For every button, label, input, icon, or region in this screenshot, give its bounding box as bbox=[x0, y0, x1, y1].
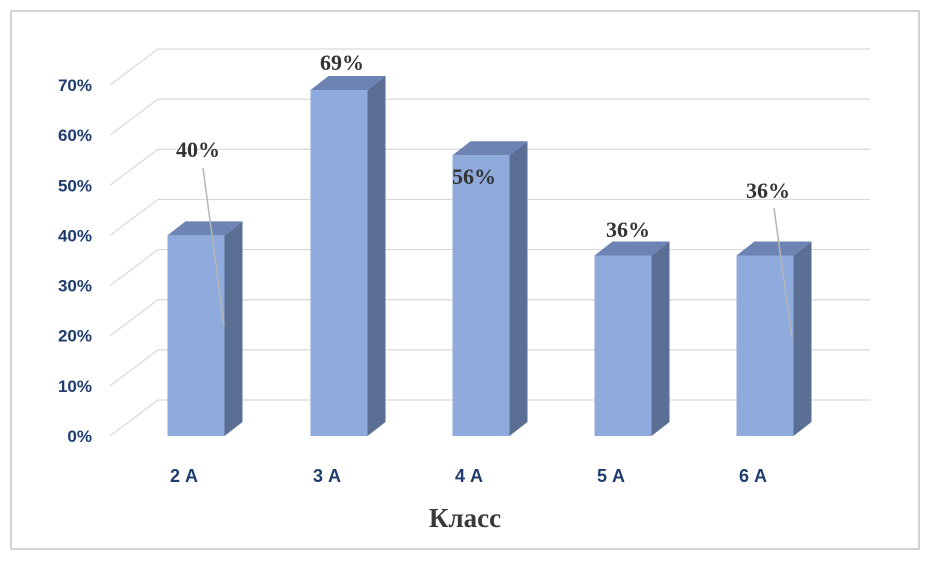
gridline bbox=[109, 198, 870, 236]
data-labels: 40% 69% 56% 36% 36% bbox=[176, 50, 793, 339]
x-axis-categories: 2 А 3 А 4 А 5 А 6 А bbox=[170, 466, 767, 486]
data-label: 36% bbox=[746, 178, 790, 203]
data-label: 56% bbox=[452, 164, 496, 189]
y-tick-label: 20% bbox=[58, 327, 92, 346]
y-axis-ticks: 0% 10% 20% 30% 40% 50% 60% 70% bbox=[58, 76, 92, 446]
bar-top bbox=[594, 241, 670, 256]
y-tick-label: 50% bbox=[58, 176, 92, 195]
x-axis-title: Класс bbox=[429, 503, 501, 533]
bar-side bbox=[793, 241, 812, 436]
bars bbox=[167, 76, 812, 436]
y-tick-label: 0% bbox=[67, 427, 92, 446]
y-tick-label: 30% bbox=[58, 277, 92, 296]
bar-top bbox=[310, 76, 386, 91]
bar-side bbox=[651, 241, 670, 436]
bar bbox=[452, 141, 528, 436]
x-category-label: 5 А bbox=[597, 466, 625, 486]
data-label: 40% bbox=[176, 137, 220, 162]
bar bbox=[167, 221, 243, 436]
bar bbox=[736, 241, 812, 436]
data-label: 69% bbox=[320, 50, 364, 75]
x-category-label: 4 А bbox=[455, 466, 483, 486]
x-category-label: 2 А bbox=[170, 466, 198, 486]
gridline bbox=[109, 48, 870, 86]
bar bbox=[594, 241, 670, 436]
bar-top bbox=[736, 241, 812, 256]
bar-side bbox=[224, 221, 243, 436]
x-category-label: 3 А bbox=[313, 466, 341, 486]
data-label: 36% bbox=[606, 217, 650, 242]
bar-front bbox=[452, 155, 510, 436]
y-tick-label: 70% bbox=[58, 76, 92, 95]
leader-line bbox=[202, 167, 225, 326]
bar-side bbox=[367, 76, 386, 436]
y-tick-label: 60% bbox=[58, 126, 92, 145]
gridline bbox=[109, 148, 870, 186]
leader-line bbox=[773, 207, 793, 339]
x-category-label: 6 А bbox=[739, 466, 767, 486]
bar-side bbox=[509, 141, 528, 436]
bar-top bbox=[452, 141, 528, 156]
gridline bbox=[109, 98, 870, 136]
bar bbox=[310, 76, 386, 436]
bar-front bbox=[167, 235, 225, 436]
bar-front bbox=[594, 255, 652, 436]
bar-front bbox=[310, 90, 368, 436]
y-tick-label: 40% bbox=[58, 226, 92, 245]
bar-top bbox=[167, 221, 243, 236]
y-tick-label: 10% bbox=[58, 377, 92, 396]
